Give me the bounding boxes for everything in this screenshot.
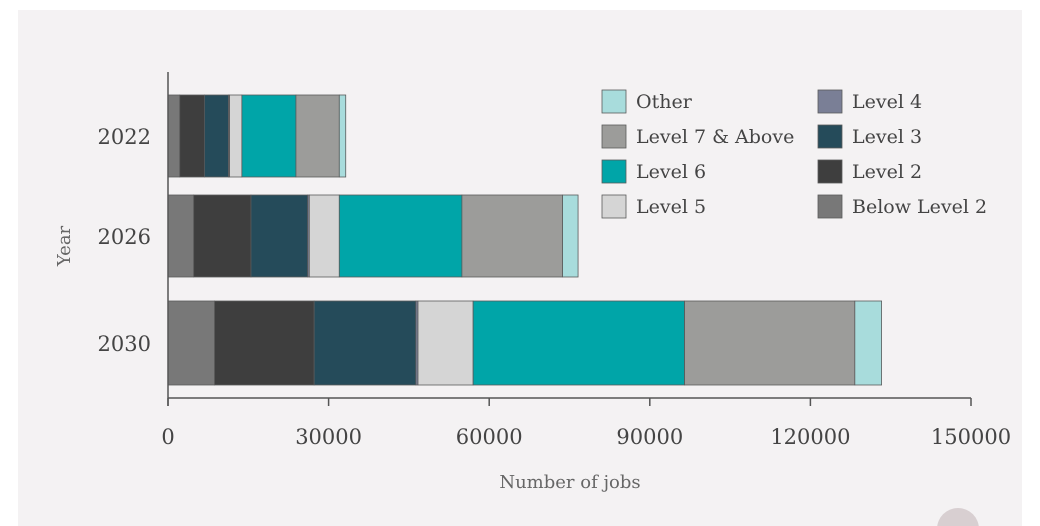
legend-swatch-level-5 (601, 194, 627, 219)
legend-swatch-level-7-and-above (601, 124, 627, 149)
bar-2022-level-3 (204, 94, 229, 178)
bar-2026-level-2 (193, 194, 252, 278)
legend-label-below-level-2: Below Level 2 (852, 196, 987, 218)
legend-label-level-2: Level 2 (852, 161, 922, 183)
legend: Other Level 4 Level 7 & Above Level 3 Level … (601, 89, 987, 219)
legend-label-level-4: Level 4 (852, 91, 922, 113)
legend-swatch-other (601, 89, 627, 114)
y-axis-ticks: 2022 2026 2030 (98, 125, 151, 356)
bar-2022-level-2 (179, 94, 205, 178)
legend-label-level-7-and-above: Level 7 & Above (636, 126, 794, 148)
legend-label-level-6: Level 6 (636, 161, 706, 183)
stacked-bar-chart: 0 30000 60000 90000 120000 150000 2022 2026 203… (54, 72, 1011, 493)
corner-badge (937, 508, 979, 526)
bar-2030-other (854, 300, 882, 386)
x-tick-label: 150000 (931, 425, 1011, 449)
bar-2022-level-7-and-above (295, 94, 340, 178)
bar-2026-level-3 (250, 194, 309, 278)
x-tick-label: 30000 (295, 425, 362, 449)
legend-swatch-level-6 (601, 159, 627, 184)
bar-2030-level-5 (417, 300, 474, 386)
x-tick-label: 0 (161, 425, 174, 449)
bar-2030-below-level-2 (167, 300, 215, 386)
bar-2026-level-7-and-above (461, 194, 563, 278)
bar-2022-level-5 (229, 94, 243, 178)
legend-swatch-below-level-2 (817, 194, 843, 219)
y-axis-title: Year (54, 225, 75, 267)
bar-2022-other (338, 94, 347, 178)
bar-2030-level-3 (313, 300, 417, 386)
legend-swatch-level-3 (817, 124, 843, 149)
bar-2026-below-level-2 (167, 194, 195, 278)
bar-2026-level-6 (338, 194, 463, 278)
bar-2030-level-2 (214, 300, 315, 386)
bar-2022-below-level-2 (167, 94, 181, 178)
bar-2026-other (562, 194, 579, 278)
legend-label-level-3: Level 3 (852, 126, 922, 148)
y-tick-label: 2030 (98, 332, 151, 356)
bar-2026-level-5 (308, 194, 340, 278)
bars (167, 94, 882, 386)
legend-swatch-level-4 (817, 89, 843, 114)
legend-label-other: Other (636, 91, 693, 113)
bar-2022-level-6 (241, 94, 297, 178)
bar-2030-level-7-and-above (684, 300, 856, 386)
x-axis-ticks: 0 30000 60000 90000 120000 150000 (161, 398, 1011, 449)
chart-panel: 0 30000 60000 90000 120000 150000 2022 2026 203… (18, 10, 1022, 526)
y-tick-label: 2026 (98, 225, 151, 249)
x-tick-label: 90000 (616, 425, 683, 449)
x-tick-label: 120000 (770, 425, 850, 449)
y-tick-label: 2022 (98, 125, 151, 149)
legend-label-level-5: Level 5 (636, 196, 706, 218)
bar-2030-level-6 (472, 300, 685, 386)
x-axis-title: Number of jobs (499, 472, 640, 493)
x-tick-label: 60000 (456, 425, 523, 449)
legend-swatch-level-2 (817, 159, 843, 184)
